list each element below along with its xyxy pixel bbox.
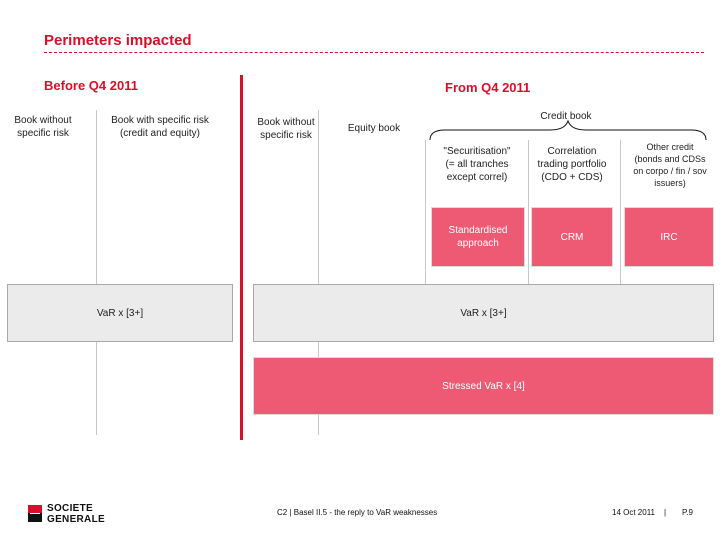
after-col2-label: Equity book [347, 123, 401, 134]
footer-date: 14 Oct 2011 [612, 508, 655, 517]
var-before-bar: VaR x [3+] [7, 284, 233, 342]
logo-text-line1: SOCIETE [47, 503, 93, 514]
footer-separator: | [664, 508, 667, 517]
other-credit-label: Other credit (bonds and CDSs on corpo / … [633, 142, 707, 188]
correlation-label: Correlation trading portfolio (CDO + CDS… [537, 146, 607, 183]
page-title: Perimeters impacted [44, 32, 192, 49]
securitisation-label: "Securitisation" (= all tranches except … [443, 146, 511, 183]
logo-white-bar [30, 513, 40, 514]
footer-caption: C2 | Basel II.5 - the reply to VaR weakn… [277, 508, 438, 517]
after-col1-label: Book without specific risk [257, 117, 315, 141]
page-number: P.9 [682, 508, 693, 517]
before-col2-label: Book with specific risk (credit and equi… [111, 115, 209, 139]
after-heading: From Q4 2011 [445, 80, 531, 95]
var-after-bar: VaR x [3+] [253, 284, 714, 342]
crm-box: CRM [531, 207, 613, 267]
divider-after-3 [528, 140, 529, 300]
stressed-var-bar: Stressed VaR x [4] [253, 357, 714, 415]
divider-before [96, 110, 97, 435]
divider-after-2 [425, 140, 426, 300]
before-col1-label: Book without specific risk [14, 115, 72, 139]
divider-after-1 [318, 110, 319, 435]
standardised-approach-box: Standardised approach [431, 207, 525, 267]
before-heading: Before Q4 2011 [44, 78, 138, 93]
credit-book-label: Credit book [540, 111, 592, 122]
title-underline [44, 52, 704, 53]
divider-after-4 [620, 140, 621, 300]
period-separator [240, 75, 243, 440]
logo-square-red [28, 505, 42, 513]
logo-square-black [28, 513, 42, 522]
logo-text-line2: GENERALE [47, 514, 105, 525]
credit-book-bracket [429, 119, 707, 141]
irc-box: IRC [624, 207, 714, 267]
